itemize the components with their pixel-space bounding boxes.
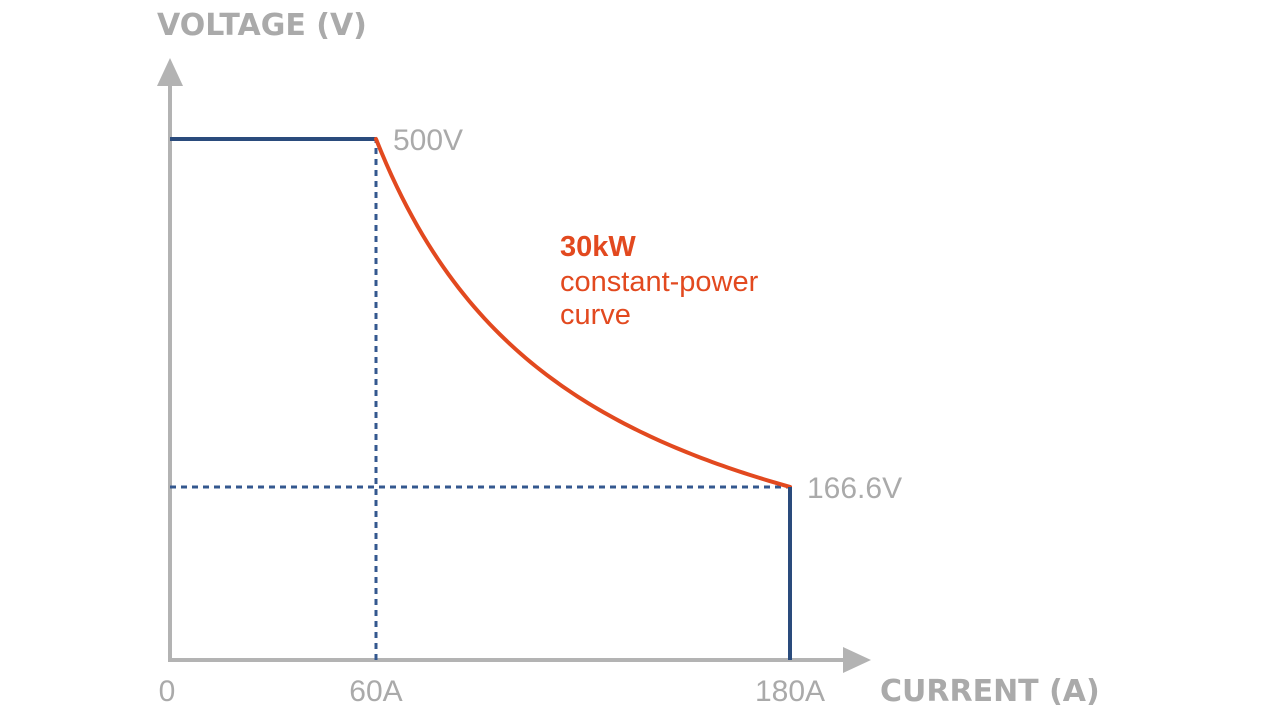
x-tick-label: 180A [755, 675, 825, 708]
series-group [170, 137, 792, 660]
value-label: 166.6V [807, 472, 902, 505]
x-tick-labels: 0 60A 180A [159, 675, 825, 708]
y-axis-arrow [157, 58, 183, 86]
annotation-power: 30kW [560, 231, 636, 263]
annotation-curve: curve [560, 299, 631, 331]
y-axis-title: VOLTAGE (V) [157, 8, 367, 43]
x-tick-label: 0 [159, 675, 176, 708]
curve-annotation: 30kW constant-power curve [560, 231, 759, 331]
value-label: 500V [393, 124, 463, 157]
x-axis-title: CURRENT (A) [880, 674, 1100, 709]
x-axis-arrow [843, 647, 871, 673]
x-tick-label: 60A [349, 675, 402, 708]
reference-lines [170, 139, 790, 660]
value-labels: 500V 166.6V [393, 124, 902, 505]
annotation-mode: constant-power [560, 266, 759, 298]
constant-power-curve [374, 137, 792, 489]
